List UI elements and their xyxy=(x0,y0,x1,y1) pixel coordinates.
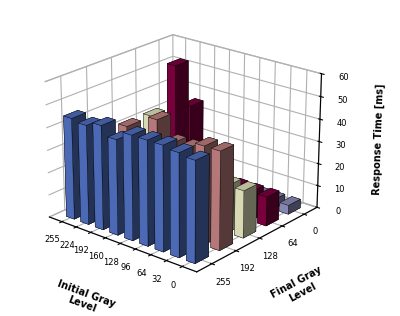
Y-axis label: Final Gray
Level: Final Gray Level xyxy=(270,264,329,310)
X-axis label: Initial Gray
Level: Initial Gray Level xyxy=(52,278,116,316)
